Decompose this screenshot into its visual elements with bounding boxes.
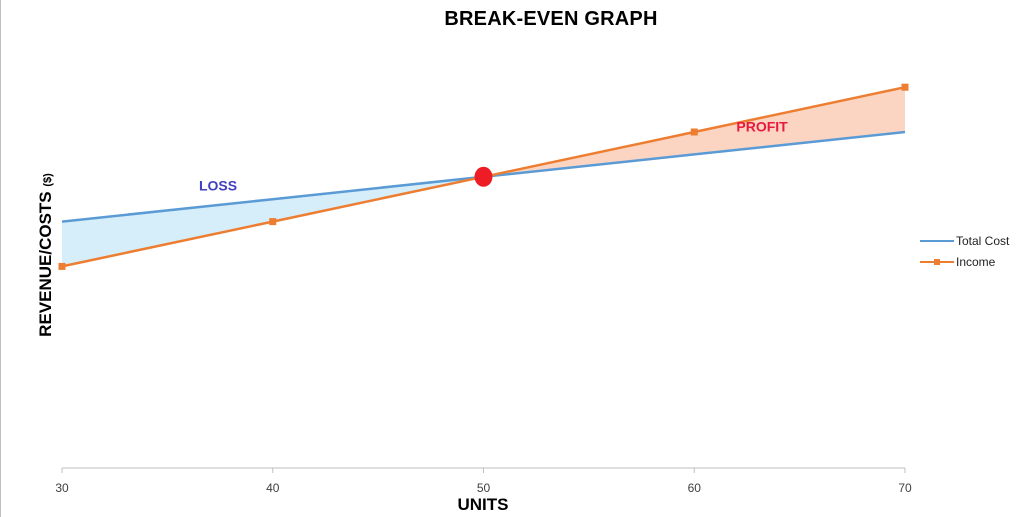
legend-label-total-cost: Total Cost (956, 233, 1010, 248)
legend-swatch-total-cost (920, 234, 954, 248)
profit-label: PROFIT (736, 119, 788, 135)
y-axis-label-text: REVENUE/COSTS (36, 191, 55, 337)
chart-border (0, 0, 1, 517)
y-axis-label-unit: ($) (42, 173, 54, 187)
x-axis-label: UNITS (457, 495, 509, 514)
x-tick-label: 40 (266, 481, 280, 495)
income-point (901, 83, 909, 91)
legend-swatch-income (920, 255, 954, 269)
legend-item-income: Income (920, 251, 1009, 272)
y-axis-label: REVENUE/COSTS ($) (36, 173, 56, 337)
legend-label-income: Income (956, 254, 996, 269)
income-point (690, 128, 698, 136)
x-tick-label: 60 (688, 481, 702, 495)
legend: Total Cost Income (920, 230, 1009, 272)
legend-item-total-cost: Total Cost (920, 230, 1009, 251)
chart-title: BREAK-EVEN GRAPH (444, 8, 658, 30)
x-tick-label: 30 (55, 481, 69, 495)
income-point (269, 218, 277, 226)
x-tick-label: 70 (898, 481, 912, 495)
break-even-point (474, 166, 493, 187)
income-point (58, 262, 66, 270)
x-tick-label: 50 (477, 481, 491, 495)
loss-label: LOSS (199, 178, 237, 194)
